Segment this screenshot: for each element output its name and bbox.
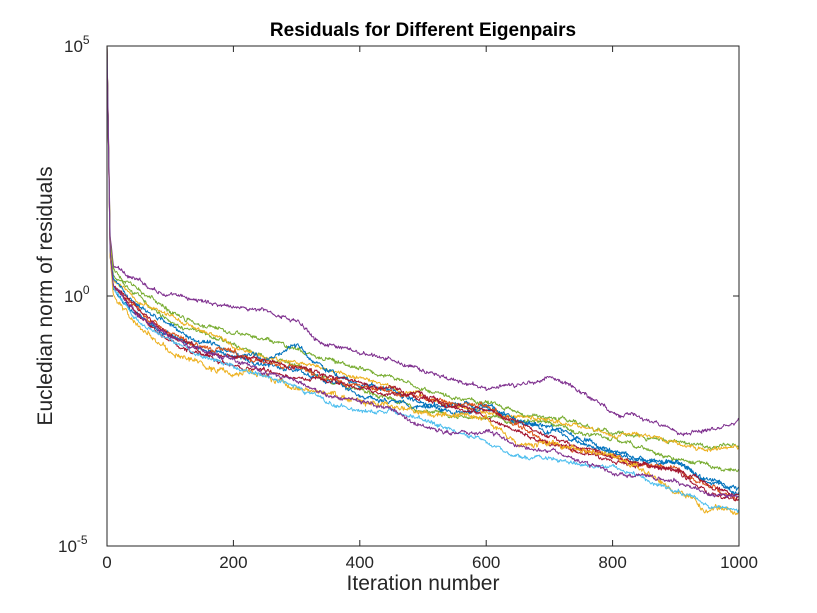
series-line-s9 — [106, 45, 740, 497]
series-line-s5 — [106, 45, 740, 491]
x-tick-label-1000: 1000 — [720, 553, 758, 572]
series-line-s1 — [106, 45, 740, 437]
y-tick-label-1e5: 105 — [64, 33, 90, 56]
series-line-s10 — [106, 45, 740, 516]
y-tick-label-1e-5: 10-5 — [58, 533, 88, 556]
x-tick-label-200: 200 — [219, 553, 247, 572]
series-line-s12 — [106, 45, 740, 499]
series-layer — [106, 45, 740, 516]
series-line-s2 — [106, 45, 740, 450]
chart-title: Residuals for Different Eigenpairs — [270, 20, 576, 41]
x-tick-label-800: 800 — [598, 553, 626, 572]
series-line-s8 — [106, 45, 740, 502]
x-tick-label-400: 400 — [346, 553, 374, 572]
y-axis-label: Eucledian norm of residuals — [34, 166, 57, 425]
y-tick-label-1e0: 100 — [64, 283, 90, 306]
x-tick-label-0: 0 — [102, 553, 111, 572]
x-axis-label: Iteration number — [347, 572, 500, 595]
ticks-layer — [106, 45, 740, 547]
series-line-s11 — [106, 45, 740, 513]
x-tick-label-600: 600 — [472, 553, 500, 572]
